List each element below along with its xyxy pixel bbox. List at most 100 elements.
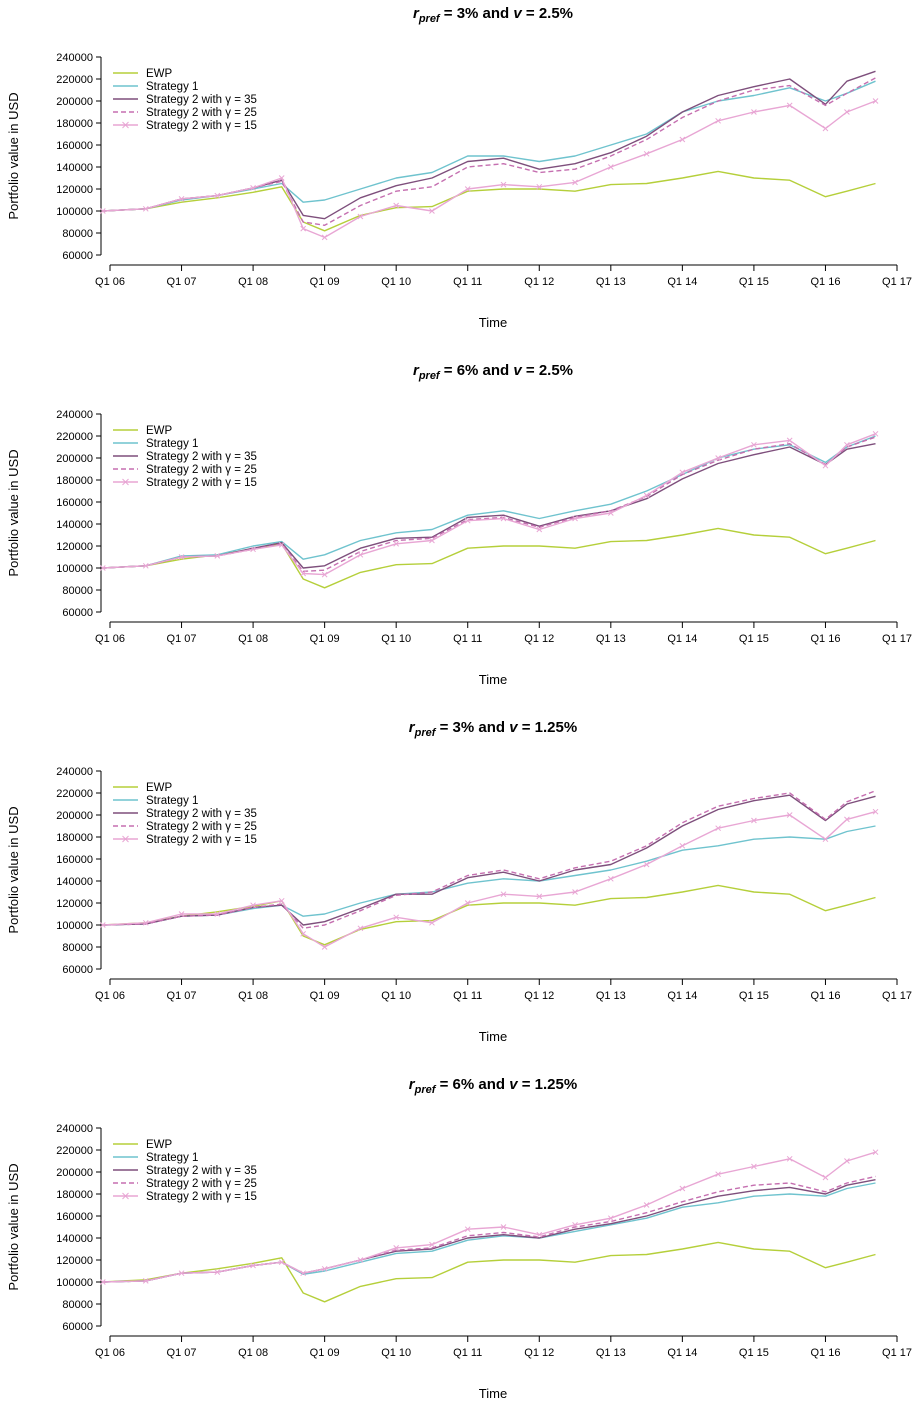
x-tick-label: Q1 15 bbox=[739, 1347, 769, 1359]
x-tick-label: Q1 07 bbox=[167, 633, 197, 645]
legend-label: Strategy 2 with γ = 25 bbox=[146, 821, 257, 833]
legend-label: EWP bbox=[146, 1139, 173, 1151]
series-marker-g15 bbox=[99, 922, 106, 928]
series-marker-g15 bbox=[679, 469, 686, 476]
series-marker-g15 bbox=[715, 1171, 721, 1178]
y-tick-label: 240000 bbox=[56, 766, 93, 778]
series-marker-g15 bbox=[643, 492, 650, 499]
y-tick-label: 100000 bbox=[56, 920, 93, 932]
x-tick-label: Q1 10 bbox=[381, 990, 411, 1002]
x-tick-label: Q1 08 bbox=[238, 1347, 268, 1359]
series-marker-g15 bbox=[142, 1278, 149, 1284]
y-axis-label: Portfolio value in USD bbox=[6, 92, 21, 219]
x-tick-label: Q1 12 bbox=[524, 633, 554, 645]
series-marker-g15 bbox=[500, 891, 507, 898]
x-tick-label: Q1 12 bbox=[524, 1347, 554, 1359]
series-marker-g15 bbox=[429, 208, 435, 214]
x-tick-label: Q1 10 bbox=[381, 1347, 411, 1359]
x-tick-label: Q1 08 bbox=[238, 990, 268, 1002]
y-tick-label: 140000 bbox=[56, 876, 93, 888]
x-tick-label: Q1 06 bbox=[95, 276, 125, 288]
series-marker-g15 bbox=[357, 551, 364, 558]
x-tick-label: Q1 10 bbox=[381, 276, 411, 288]
y-tick-label: 200000 bbox=[56, 810, 93, 822]
x-tick-label: Q1 16 bbox=[810, 633, 840, 645]
series-marker-g15 bbox=[300, 930, 307, 937]
series-marker-g15 bbox=[357, 213, 364, 220]
series-marker-g15 bbox=[321, 234, 328, 241]
series-marker-g15 bbox=[872, 808, 879, 815]
legend-marker-g15 bbox=[122, 478, 129, 486]
x-tick-label: Q1 16 bbox=[810, 1347, 840, 1359]
legend-label: Strategy 2 with γ = 35 bbox=[146, 1165, 257, 1177]
x-tick-label: Q1 11 bbox=[453, 633, 482, 645]
series-marker-g15 bbox=[715, 455, 721, 461]
series-marker-g15 bbox=[321, 1265, 328, 1272]
series-marker-g15 bbox=[822, 836, 829, 843]
legend-label: Strategy 1 bbox=[146, 1152, 198, 1164]
series-marker-g15 bbox=[300, 1270, 307, 1277]
series-marker-g15 bbox=[536, 526, 543, 533]
x-tick-label: Q1 07 bbox=[167, 1347, 197, 1359]
x-tick-label: Q1 14 bbox=[667, 276, 697, 288]
chart-panel-2: rpref = 6% and v = 2.5% 60000 80000 100000 1… bbox=[6, 362, 912, 687]
series-marker-g15 bbox=[679, 1185, 686, 1192]
legend-label: Strategy 2 with γ = 35 bbox=[146, 94, 257, 106]
y-tick-label: 120000 bbox=[56, 541, 93, 553]
y-tick-label: 200000 bbox=[56, 453, 93, 465]
y-tick-label: 120000 bbox=[56, 184, 93, 196]
y-tick-label: 140000 bbox=[56, 519, 93, 531]
series-marker-g15 bbox=[357, 1257, 364, 1263]
series-marker-g15 bbox=[278, 897, 285, 904]
x-tick-label: Q1 15 bbox=[739, 276, 769, 288]
series-marker-g15 bbox=[572, 515, 578, 522]
y-axis-label: Portfolio value in USD bbox=[6, 449, 21, 576]
chart-panel-1: rpref = 3% and v = 2.5% 60000 80000 100000 1… bbox=[6, 5, 912, 330]
x-tick-label: Q1 06 bbox=[95, 1347, 125, 1359]
x-tick-label: Q1 12 bbox=[524, 276, 554, 288]
x-tick-label: Q1 17 bbox=[882, 633, 912, 645]
legend-label: Strategy 2 with γ = 25 bbox=[146, 1178, 257, 1190]
series-line-ewp bbox=[102, 1241, 876, 1303]
y-tick-label: 200000 bbox=[56, 96, 93, 108]
y-axis-label: Portfolio value in USD bbox=[6, 806, 21, 933]
legend-label: EWP bbox=[146, 425, 173, 437]
series-marker-g15 bbox=[786, 102, 793, 109]
series-marker-g15 bbox=[214, 911, 221, 917]
y-tick-label: 60000 bbox=[62, 250, 93, 262]
y-tick-label: 160000 bbox=[56, 854, 93, 866]
legend-marker-g15 bbox=[122, 1192, 129, 1200]
series-marker-g15 bbox=[178, 554, 185, 560]
legend-label: Strategy 1 bbox=[146, 795, 198, 807]
series-line-ewp bbox=[102, 527, 876, 589]
series-marker-g15 bbox=[142, 205, 149, 212]
series-marker-g15 bbox=[300, 225, 307, 232]
series-marker-g15 bbox=[536, 183, 543, 190]
chart-title: rpref = 3% and v = 1.25% bbox=[409, 719, 577, 739]
x-axis-label: Time bbox=[479, 672, 507, 687]
series-marker-g15 bbox=[357, 925, 364, 932]
y-tick-label: 160000 bbox=[56, 140, 93, 152]
y-tick-label: 220000 bbox=[56, 431, 93, 443]
y-tick-label: 140000 bbox=[56, 1233, 93, 1245]
series-marker-g15 bbox=[321, 944, 328, 950]
y-tick-label: 120000 bbox=[56, 1255, 93, 1267]
x-tick-label: Q1 09 bbox=[310, 633, 340, 645]
legend-marker-g15 bbox=[122, 121, 129, 129]
series-marker-g15 bbox=[822, 125, 829, 132]
x-axis-label: Time bbox=[479, 1029, 507, 1044]
y-tick-label: 100000 bbox=[56, 206, 93, 218]
series-marker-g15 bbox=[751, 109, 757, 115]
series-marker-g15 bbox=[822, 462, 829, 469]
x-tick-label: Q1 07 bbox=[167, 276, 197, 288]
series-marker-g15 bbox=[607, 164, 614, 170]
y-tick-label: 80000 bbox=[62, 228, 93, 240]
series-marker-g15 bbox=[872, 1149, 879, 1156]
x-tick-label: Q1 16 bbox=[810, 990, 840, 1002]
series-marker-g15 bbox=[572, 1221, 578, 1228]
y-axis-label: Portfolio value in USD bbox=[6, 1163, 21, 1290]
y-tick-label: 220000 bbox=[56, 1145, 93, 1157]
legend-label: Strategy 2 with γ = 15 bbox=[146, 1191, 257, 1203]
chart-title: rpref = 6% and v = 2.5% bbox=[413, 362, 573, 382]
series-marker-g15 bbox=[178, 1270, 185, 1277]
